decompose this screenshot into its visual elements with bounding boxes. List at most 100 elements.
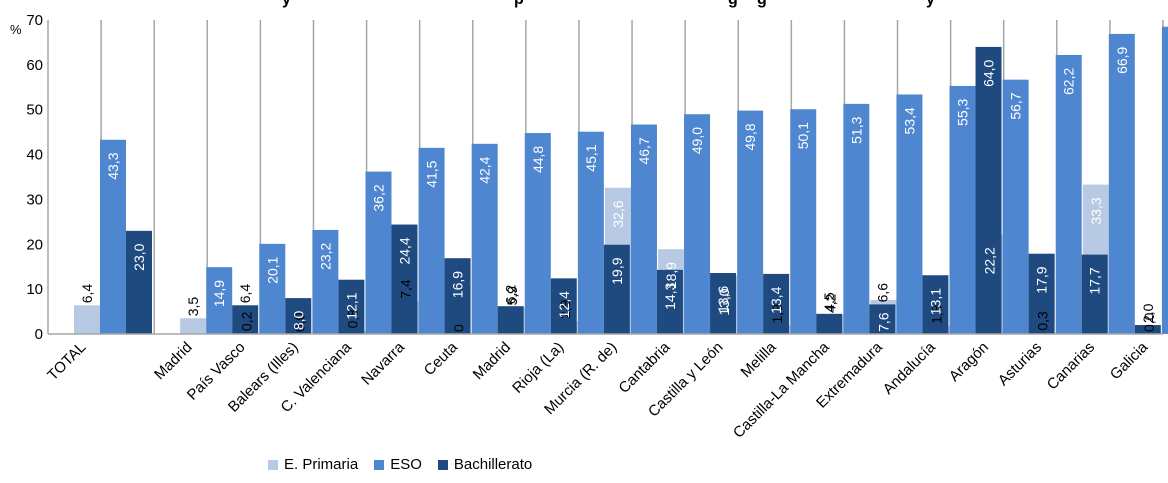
x-tick-label: Ceuta: [421, 338, 462, 379]
data-label: 45,1: [583, 144, 599, 171]
bar-1-9: [577, 131, 604, 334]
data-label: 12,4: [556, 291, 572, 318]
chart-title-fragment: g: [757, 0, 767, 8]
legend-item-eso: ESO: [374, 456, 422, 473]
data-label: 0,2: [238, 311, 254, 331]
x-tick-label: Aragón: [946, 339, 992, 385]
data-label: 50,1: [795, 122, 811, 149]
bar-2-6: [444, 258, 471, 334]
data-label: 0,0: [1141, 312, 1157, 332]
legend-label: ESO: [390, 456, 422, 473]
bar-2-10: [656, 269, 683, 334]
x-tick-label: Canarias: [1044, 339, 1098, 393]
data-label: 24,4: [396, 237, 412, 264]
bar-1-10: [630, 124, 657, 334]
bar-2-7: [497, 306, 524, 334]
bar-1-11: [684, 114, 711, 334]
data-label: 7,6: [875, 312, 891, 332]
bar-2-13: [816, 313, 843, 334]
data-label: 20,1: [264, 256, 280, 283]
data-label: 17,7: [1087, 267, 1103, 294]
y-tick-label: 10: [26, 281, 43, 298]
x-tick-label: Madrid: [151, 339, 195, 383]
data-label: 7,4: [398, 279, 414, 299]
x-tick-label: TOTAL: [44, 339, 89, 384]
bar-1-13: [790, 109, 817, 334]
chart-title-fragment: g: [728, 0, 738, 8]
bar-2-4: [338, 279, 365, 334]
data-label: 13,4: [768, 286, 784, 313]
bar-2-3: [285, 298, 312, 334]
legend-swatch: [437, 459, 448, 470]
chart-title-fragment: p: [514, 0, 524, 8]
bar-2-9: [603, 244, 630, 334]
bar-1-19: [1108, 33, 1135, 335]
data-label: 49,8: [742, 123, 758, 150]
data-label: 13,1: [927, 288, 943, 315]
data-label: 32,6: [610, 200, 626, 227]
data-label: 14,9: [211, 280, 227, 307]
data-label: 56,7: [1008, 92, 1024, 119]
legend-swatch: [374, 459, 385, 470]
legend-label: Bachillerato: [453, 456, 533, 473]
data-label: 4,5: [821, 292, 837, 312]
bar-1-2: [206, 267, 233, 334]
bar-2-12: [763, 273, 790, 334]
data-label: 46,7: [636, 137, 652, 164]
data-label: 0,3: [1035, 311, 1051, 331]
bar-1-6: [418, 147, 445, 334]
data-label: 6,4: [79, 284, 95, 304]
data-label: 6,2: [503, 285, 519, 305]
data-label: 43,3: [105, 152, 121, 179]
bar-1-3: [259, 243, 286, 334]
bar-1-8: [524, 133, 551, 334]
bar-1-18: [1055, 54, 1082, 334]
data-label: 1,9: [769, 304, 785, 324]
y-tick-label: 30: [26, 191, 43, 208]
bar-1-15: [896, 94, 923, 334]
data-label: 44,8: [530, 146, 546, 173]
y-tick-label: 50: [26, 102, 43, 119]
data-label: 4,2: [822, 293, 838, 313]
data-label: 49,0: [689, 127, 705, 154]
bar-1-17: [1002, 79, 1029, 334]
data-label: 16,9: [450, 271, 466, 298]
data-label: 18,9: [663, 262, 679, 289]
data-label: 2,0: [1140, 303, 1156, 323]
y-tick-label: 20: [26, 236, 43, 253]
data-label: 66,9: [1114, 46, 1130, 73]
x-tick-label: Navarra: [358, 338, 408, 388]
data-label: 68,5: [1167, 39, 1168, 66]
data-label: 12,1: [343, 292, 359, 319]
data-label: 3,5: [185, 297, 201, 317]
bar-1-16: [949, 85, 976, 334]
bar-1-12: [737, 110, 764, 335]
bar-2-15: [922, 275, 949, 334]
bar-2-14: [869, 304, 896, 334]
data-label: 13,0: [716, 288, 732, 315]
bar-1-20: [1161, 26, 1168, 334]
bar-2-5: [391, 224, 418, 334]
data-label: 8,0: [290, 310, 306, 330]
chart-title-fragment: y: [926, 0, 935, 8]
x-tick-label: Castilla-La Mancha: [730, 338, 833, 441]
bar-2-18: [1081, 254, 1108, 334]
data-label: 36,2: [370, 184, 386, 211]
bar-1-7: [471, 143, 498, 334]
data-label: 6,4: [237, 284, 253, 304]
bar-2-2: [232, 305, 259, 334]
data-label: 0: [451, 324, 467, 332]
data-label: 22,2: [982, 247, 998, 274]
y-tick-label: 0: [35, 326, 43, 343]
bar-2-17: [1028, 253, 1055, 334]
bar-2-8: [550, 278, 577, 334]
data-label: 1,8: [929, 304, 945, 324]
bar-2-11: [710, 272, 737, 334]
x-tick-label: Galicia: [1107, 338, 1152, 383]
legend-label: E. Primaria: [284, 456, 359, 473]
data-label: 42,4: [477, 156, 493, 183]
x-tick-label: Asturias: [995, 339, 1045, 389]
x-tick-label: Melilla: [738, 338, 781, 381]
data-label: 2,9: [557, 299, 573, 319]
